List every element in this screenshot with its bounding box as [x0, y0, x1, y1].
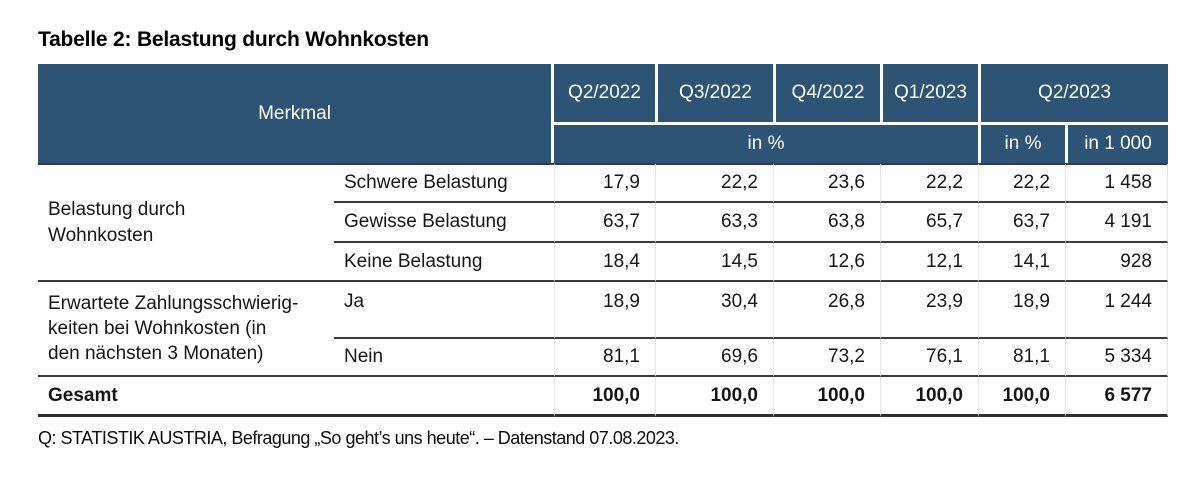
total-value-cell: 100,0: [773, 377, 880, 417]
merkmal-header: Merkmal: [38, 64, 554, 163]
value-cell: 30,4: [655, 282, 773, 339]
table-row-gesamt: Gesamt 100,0 100,0 100,0 100,0 100,0 6 5…: [38, 377, 1168, 417]
table-row-keine-belastung: Keine Belastung 18,4 14,5 12,6 12,1 14,1…: [38, 243, 1168, 282]
quarter-header-q1-2023: Q1/2023: [880, 64, 978, 125]
unit-header-percent-span: in %: [554, 125, 978, 163]
value-cell: 63,3: [655, 203, 773, 243]
value-cell: 18,9: [978, 282, 1065, 339]
source-footnote: Q: STATISTIK AUSTRIA, Befragung „So geht…: [38, 428, 679, 448]
table-row-nein: Nein 81,1 69,6 73,2 76,1 81,1 5 334: [38, 339, 1168, 377]
value-cell: 69,6: [655, 339, 773, 377]
value-cell: 5 334: [1065, 339, 1168, 377]
quarter-header-q3-2022: Q3/2022: [655, 64, 773, 125]
value-cell: 14,5: [655, 243, 773, 282]
quarter-header-q4-2022: Q4/2022: [773, 64, 880, 125]
value-cell: 4 191: [1065, 203, 1168, 243]
wohnkosten-table: Merkmal Q2/2022 Q3/2022 Q4/2022 Q1/2023 …: [38, 64, 1168, 417]
value-cell: 76,1: [880, 339, 978, 377]
value-cell: 23,9: [880, 282, 978, 339]
quarter-header-q2-2023: Q2/2023: [978, 64, 1168, 125]
table-row-gewisse-belastung: Gewisse Belastung 63,7 63,3 63,8 65,7 63…: [38, 203, 1168, 243]
page-title: Tabelle 2: Belastung durch Wohnkosten: [38, 28, 429, 51]
total-value-cell: 6 577: [1065, 377, 1168, 417]
value-cell: 81,1: [978, 339, 1065, 377]
header-row-units: in % in % in 1 000: [38, 125, 1168, 163]
value-cell: 63,7: [978, 203, 1065, 243]
total-value-cell: 100,0: [880, 377, 978, 417]
row-label: Schwere Belastung: [334, 163, 554, 203]
total-value-cell: 100,0: [554, 377, 655, 417]
value-cell: 1 244: [1065, 282, 1168, 339]
value-cell: 1 458: [1065, 163, 1168, 203]
value-cell: 22,2: [880, 163, 978, 203]
value-cell: 17,9: [554, 163, 655, 203]
header-row-quarters: Merkmal Q2/2022 Q3/2022 Q4/2022 Q1/2023 …: [38, 64, 1168, 163]
value-cell: 63,7: [554, 203, 655, 243]
value-cell: 18,9: [554, 282, 655, 339]
value-cell: 14,1: [978, 243, 1065, 282]
row-label: Ja: [334, 282, 554, 339]
table-row-ja: Erwartete Zahlungsschwierig- keiten bei …: [38, 282, 1168, 377]
total-label: Gesamt: [38, 377, 554, 417]
value-cell: 22,2: [978, 163, 1065, 203]
value-cell: 928: [1065, 243, 1168, 282]
group-label-zahlungsschwierigkeiten: Erwartete Zahlungsschwierig- keiten bei …: [38, 282, 334, 377]
row-label: Keine Belastung: [334, 243, 554, 282]
value-cell: 12,6: [773, 243, 880, 282]
value-cell: 81,1: [554, 339, 655, 377]
value-cell: 22,2: [655, 163, 773, 203]
row-label: Gewisse Belastung: [334, 203, 554, 243]
row-label: Nein: [334, 339, 554, 377]
value-cell: 26,8: [773, 282, 880, 339]
value-cell: 23,6: [773, 163, 880, 203]
page: Tabelle 2: Belastung durch Wohnkosten Me…: [38, 28, 1168, 448]
value-cell: 18,4: [554, 243, 655, 282]
value-cell: 63,8: [773, 203, 880, 243]
group-label-belastung: Belastung durch Wohnkosten: [38, 163, 334, 282]
total-value-cell: 100,0: [655, 377, 773, 417]
total-value-cell: 100,0: [978, 377, 1065, 417]
quarter-header-q2-2022: Q2/2022: [554, 64, 655, 125]
unit-header-percent: in %: [978, 125, 1065, 163]
unit-header-thousand: in 1 000: [1065, 125, 1168, 163]
value-cell: 12,1: [880, 243, 978, 282]
table-row-schwere-belastung: Belastung durch Wohnkosten Schwere Belas…: [38, 163, 1168, 282]
value-cell: 73,2: [773, 339, 880, 377]
value-cell: 65,7: [880, 203, 978, 243]
